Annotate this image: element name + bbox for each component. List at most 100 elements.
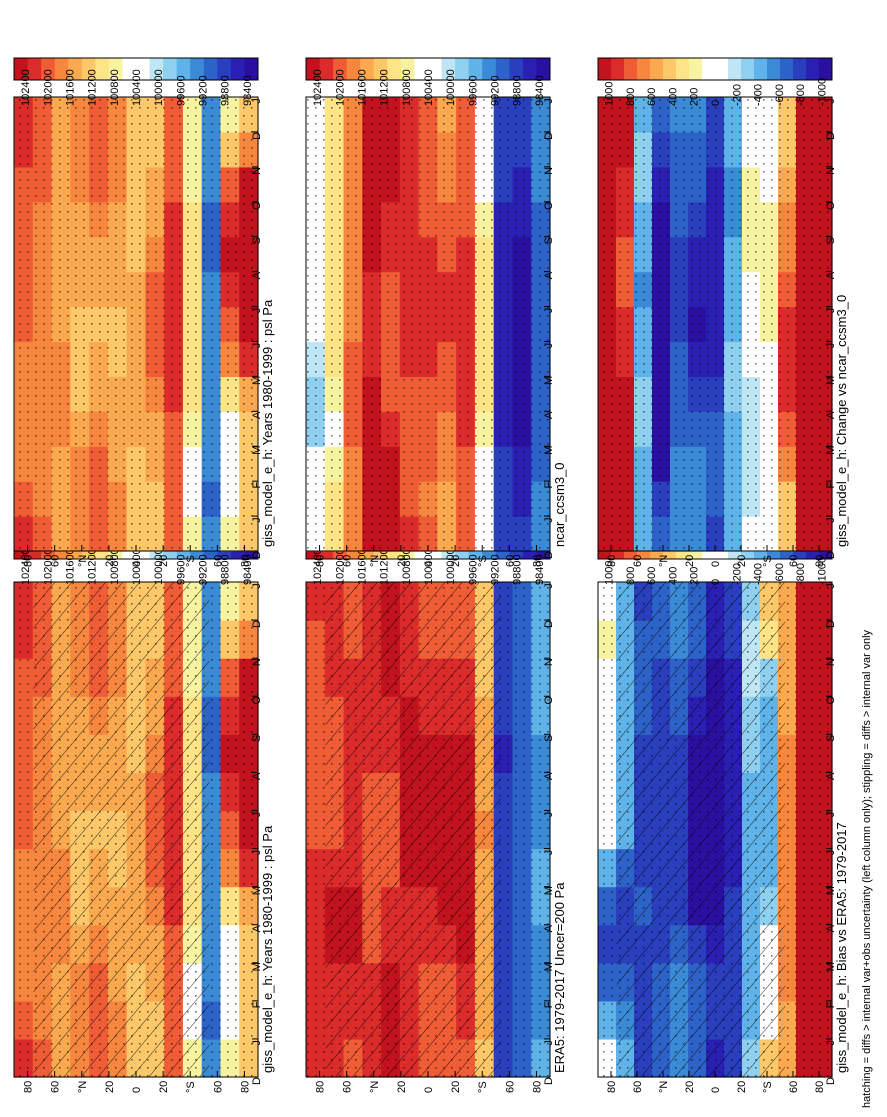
month-label: M — [825, 376, 837, 385]
month-label: M — [543, 886, 555, 895]
colorbar-swatch — [598, 58, 612, 80]
colorbar-label: 101200 — [379, 548, 391, 585]
month-label: D — [825, 620, 837, 628]
colorbar-label: 102000 — [334, 548, 346, 585]
colorbar-swatch — [650, 58, 664, 80]
colorbar-label: 99200 — [490, 554, 502, 585]
colorbar: 102400 102000 101600 101200 100800 100400 1000… — [13, 57, 259, 106]
month-label: F — [543, 1001, 555, 1008]
colorbar-swatch — [428, 58, 443, 80]
stipple-overlay — [598, 97, 832, 551]
colorbar-swatch — [360, 58, 375, 80]
colorbar-swatch — [387, 58, 402, 80]
panel-obs: ERA5: 1979-2017 Uncer=200 Pa D J F M A M J J A S O N… — [305, 536, 567, 1093]
colorbar-label: 0 — [710, 579, 722, 585]
colorbar-label: 101600 — [356, 69, 368, 106]
lat-label: °N — [658, 555, 670, 567]
lat-label: 20 — [104, 1081, 116, 1093]
colorbar-label: 102400 — [20, 69, 32, 106]
colorbar-label: -800 — [795, 84, 807, 106]
colorbar-swatch — [819, 58, 833, 80]
colorbar-swatch — [414, 58, 429, 80]
lat-label: °S — [185, 1081, 197, 1093]
panel-ref: ncar_ccsm3_0 D J F M A M J J A S O N D J 80 60 °N 20 0 20 °S 6… — [305, 57, 567, 567]
month-label: J — [251, 812, 263, 818]
lat-label: 80 — [23, 1081, 35, 1093]
colorbar-swatch — [230, 58, 245, 80]
colorbar-swatch — [68, 58, 83, 80]
panel-title: giss_model_e_h: Years 1980-1999 : psl Pa — [260, 825, 275, 1073]
colorbar-swatch — [495, 58, 510, 80]
colorbar-label: -200 — [731, 563, 743, 585]
lat-label: 80 — [606, 555, 618, 567]
colorbar-swatch — [455, 58, 470, 80]
footnote: hatching = diffs > internal var+obs unce… — [861, 629, 873, 1108]
panel-title: giss_model_e_h: Bias vs ERA5: 1979-2017 — [834, 822, 849, 1073]
colorbar-label: 100400 — [131, 548, 143, 585]
colorbar-swatch — [663, 58, 677, 80]
colorbar-label: 98800 — [220, 75, 232, 106]
colorbar-label: 98800 — [512, 75, 524, 106]
lat-label: °N — [369, 1081, 381, 1093]
hatch-overlay — [616, 582, 786, 1077]
lat-label: 60 — [504, 1081, 516, 1093]
colorbar-label: 600 — [646, 567, 658, 585]
month-label: J — [825, 1040, 837, 1046]
colorbar-frame — [13, 57, 259, 81]
colorbar-label: 100800 — [109, 69, 121, 106]
month-label: A — [825, 924, 837, 932]
month-label: A — [825, 772, 837, 780]
lat-label: 20 — [396, 555, 408, 567]
colorbar-swatch — [806, 58, 820, 80]
month-label: J — [543, 517, 555, 523]
month-label: N — [825, 658, 837, 666]
lat-label: 20 — [684, 555, 696, 567]
lat-label: 20 — [684, 1081, 696, 1093]
colorbar-swatch — [741, 58, 755, 80]
month-label: A — [251, 924, 263, 932]
colorbar-label: -1000 — [816, 557, 828, 585]
month-label: O — [825, 201, 837, 210]
colorbar-swatch — [108, 58, 123, 80]
colorbar-swatch — [14, 58, 29, 80]
colorbar-label: 100400 — [423, 548, 435, 585]
colorbar-label: 102400 — [312, 548, 324, 585]
colorbar-label: 100000 — [153, 548, 165, 585]
colorbar-swatch — [767, 58, 781, 80]
lat-label: 0 — [423, 1087, 435, 1093]
colorbar-swatch — [122, 58, 137, 80]
colorbar-swatch — [400, 58, 415, 80]
colorbar-label: 102000 — [42, 69, 54, 106]
colorbar-label: 100800 — [109, 548, 121, 585]
month-label: J — [825, 850, 837, 856]
colorbar-label: 600 — [646, 88, 658, 106]
colorbar-swatch — [676, 58, 690, 80]
colorbar-swatch — [509, 58, 524, 80]
colorbar-swatch — [468, 58, 483, 80]
colorbar-label: 101200 — [87, 69, 99, 106]
colorbar-label: -1000 — [816, 78, 828, 106]
colorbar-label: 100400 — [131, 69, 143, 106]
month-label: M — [251, 886, 263, 895]
lat-label: 60 — [788, 555, 800, 567]
colorbar-label: 101600 — [64, 69, 76, 106]
colorbar-label: 98400 — [534, 554, 546, 585]
month-label: S — [825, 735, 837, 742]
colorbar-label: 99200 — [198, 554, 210, 585]
colorbar-swatch — [346, 58, 361, 80]
month-label: D — [543, 620, 555, 628]
colorbar-label: 101600 — [356, 548, 368, 585]
month-label: J — [543, 583, 555, 589]
colorbar-swatch — [715, 58, 729, 80]
lat-label: 0 — [131, 561, 143, 567]
month-label: S — [251, 237, 263, 244]
colorbar-swatch — [163, 58, 178, 80]
colorbar-swatch — [203, 58, 218, 80]
month-label: F — [251, 1001, 263, 1008]
colorbar-label: 101600 — [64, 548, 76, 585]
lat-label: 60 — [212, 1081, 224, 1093]
month-label: F — [825, 482, 837, 489]
month-label: M — [251, 376, 263, 385]
lat-label: °N — [369, 555, 381, 567]
